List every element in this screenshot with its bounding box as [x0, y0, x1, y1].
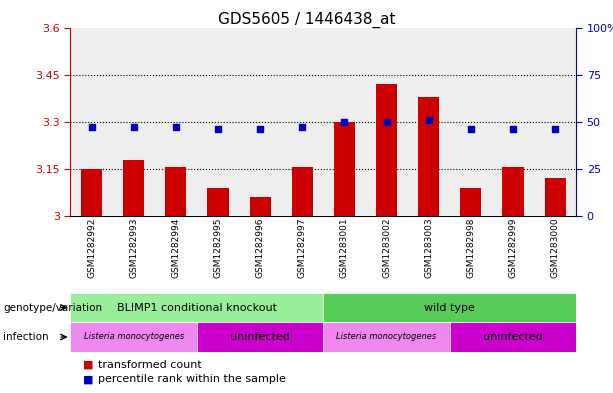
Bar: [207, 188, 229, 216]
Bar: [460, 188, 481, 216]
Text: infection: infection: [3, 332, 48, 342]
Point: [382, 119, 392, 125]
Point: [171, 124, 181, 130]
Bar: [450, 322, 576, 352]
Bar: [249, 197, 271, 216]
Text: GSM1283002: GSM1283002: [382, 218, 391, 278]
Text: percentile rank within the sample: percentile rank within the sample: [98, 374, 286, 384]
Text: GDS5605 / 1446438_at: GDS5605 / 1446438_at: [218, 12, 395, 28]
Text: GSM1282996: GSM1282996: [256, 218, 265, 278]
Text: uninfected: uninfected: [230, 332, 290, 342]
Text: Listeria monocytogenes: Listeria monocytogenes: [337, 332, 436, 342]
Bar: [70, 293, 324, 322]
Bar: [123, 160, 144, 216]
Text: transformed count: transformed count: [98, 360, 202, 370]
Bar: [292, 167, 313, 216]
Point: [508, 126, 518, 132]
Text: genotype/variation: genotype/variation: [3, 303, 102, 312]
Text: BLIMP1 conditional knockout: BLIMP1 conditional knockout: [117, 303, 277, 312]
Text: GSM1282992: GSM1282992: [87, 218, 96, 278]
Point: [255, 126, 265, 132]
Text: GSM1282995: GSM1282995: [213, 218, 223, 278]
Bar: [503, 167, 524, 216]
Text: GSM1282998: GSM1282998: [466, 218, 475, 278]
Bar: [418, 97, 440, 216]
Bar: [334, 122, 355, 216]
Bar: [70, 322, 197, 352]
Text: GSM1283000: GSM1283000: [550, 218, 560, 278]
Bar: [324, 322, 450, 352]
Bar: [324, 293, 576, 322]
Text: GSM1282994: GSM1282994: [172, 218, 180, 278]
Bar: [197, 322, 324, 352]
Text: GSM1282997: GSM1282997: [298, 218, 306, 278]
Text: uninfected: uninfected: [483, 332, 543, 342]
Point: [424, 117, 433, 123]
Bar: [376, 84, 397, 216]
Point: [550, 126, 560, 132]
Bar: [166, 167, 186, 216]
Text: GSM1282993: GSM1282993: [129, 218, 138, 278]
Point: [129, 124, 139, 130]
Point: [86, 124, 96, 130]
Text: GSM1283003: GSM1283003: [424, 218, 433, 278]
Point: [466, 126, 476, 132]
Text: Listeria monocytogenes: Listeria monocytogenes: [83, 332, 184, 342]
Bar: [81, 169, 102, 216]
Text: ■: ■: [83, 374, 93, 384]
Point: [297, 124, 307, 130]
Text: wild type: wild type: [424, 303, 475, 312]
Point: [213, 126, 223, 132]
Text: GSM1282999: GSM1282999: [509, 218, 517, 278]
Point: [340, 119, 349, 125]
Text: GSM1283001: GSM1283001: [340, 218, 349, 278]
Text: ■: ■: [83, 360, 93, 370]
Bar: [544, 178, 566, 216]
